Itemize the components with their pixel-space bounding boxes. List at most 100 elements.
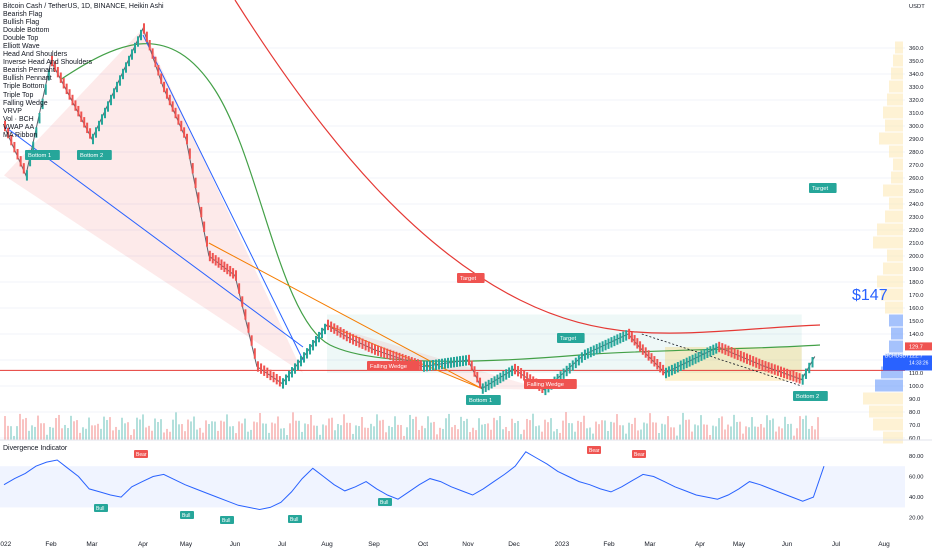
volume-bar: [97, 423, 99, 440]
volume-bar: [316, 425, 318, 440]
volume-bar: [448, 413, 450, 440]
volume-bar: [472, 427, 474, 440]
indicator-item[interactable]: Bearish Pennant: [3, 67, 55, 75]
volume-bar: [373, 426, 375, 440]
volume-bar: [394, 416, 396, 440]
volume-bar: [148, 425, 150, 440]
indicator-item[interactable]: VRVP: [3, 107, 22, 115]
volume-profile-bar: [891, 327, 903, 340]
indicator-item[interactable]: VWAP AA: [3, 123, 35, 131]
volume-bar: [463, 421, 465, 440]
candle: [435, 359, 437, 370]
candle: [151, 48, 154, 59]
indicator-item[interactable]: Triple Top: [3, 91, 34, 99]
candle: [177, 114, 180, 125]
indicator-item[interactable]: Bullish Flag: [3, 19, 40, 27]
volume-bar: [745, 426, 747, 440]
indicator-item[interactable]: Bullish Pennant: [3, 75, 52, 83]
candle: [619, 332, 622, 344]
candle: [25, 170, 28, 181]
candle: [745, 353, 748, 364]
volume-bar: [439, 427, 441, 440]
volume-bar: [307, 424, 309, 440]
volume-bar: [703, 424, 705, 440]
candle: [374, 344, 376, 355]
volume-bar: [355, 425, 357, 440]
x-tick-label: Apr: [695, 541, 706, 548]
trendline: [641, 333, 802, 387]
indicator-item[interactable]: MA Ribbon: [3, 131, 38, 139]
candle: [580, 352, 583, 363]
candle: [380, 346, 383, 357]
indicator-item[interactable]: Double Bottom: [3, 27, 50, 35]
candle: [300, 355, 302, 367]
candle: [419, 360, 422, 371]
indicator-item[interactable]: Inverse Head And Shoulders: [3, 59, 93, 67]
volume-bar: [796, 428, 798, 440]
candle: [157, 65, 160, 76]
volume-bar: [337, 423, 339, 440]
candle: [625, 330, 628, 341]
indicator-item[interactable]: Triple Bottom: [3, 83, 45, 91]
volume-bar: [787, 424, 789, 440]
candle: [206, 236, 209, 247]
volume-bar: [220, 420, 222, 440]
candle: [468, 354, 470, 366]
price-tick-label: 200.0: [909, 254, 924, 260]
candle: [4, 120, 6, 132]
volume-bar: [70, 415, 72, 440]
price-tick-label: 330.0: [909, 85, 924, 91]
candle: [89, 128, 92, 139]
volume-profile-bar: [895, 41, 903, 54]
indicator-item[interactable]: Vol · BCH: [3, 115, 34, 123]
price-axis: [905, 0, 932, 445]
candle: [647, 350, 650, 361]
candle: [165, 88, 168, 99]
price-tick-label: 230.0: [909, 215, 924, 221]
annotation-badge: [793, 391, 828, 401]
volume-bar: [214, 421, 216, 440]
volume-bar: [31, 425, 33, 440]
candle: [16, 149, 19, 160]
candle: [119, 75, 121, 86]
candle: [41, 98, 44, 110]
price-tick-label: 90.0: [909, 397, 920, 403]
candle: [432, 360, 434, 371]
volume-bar: [610, 421, 612, 440]
candle: [168, 94, 171, 106]
candle: [709, 346, 712, 357]
volume-profile-bar: [875, 379, 903, 392]
volume-bar: [217, 430, 219, 440]
volume-profile-bar: [885, 301, 903, 314]
volume-bar: [124, 423, 126, 440]
candle: [263, 365, 266, 376]
x-tick-label: Jul: [278, 541, 287, 548]
indicator-item[interactable]: Falling Wedge: [3, 99, 48, 107]
annotation-badge: [809, 183, 837, 193]
candle: [104, 107, 106, 119]
indicator-item[interactable]: Head And Shoulders: [3, 51, 68, 59]
candle: [250, 335, 253, 346]
divergence-badge: [587, 446, 601, 454]
candle: [143, 23, 145, 34]
candle: [83, 117, 86, 128]
candle: [297, 359, 299, 371]
candle: [342, 328, 345, 340]
candle: [511, 365, 514, 377]
price-tag-symbol: BCHUSDT: [885, 353, 909, 359]
price-tick-label: 310.0: [909, 111, 924, 117]
candle: [125, 62, 127, 73]
candle: [333, 323, 336, 334]
candle: [392, 350, 395, 362]
indicator-item[interactable]: Double Top: [3, 35, 39, 43]
volume-bar: [283, 428, 285, 440]
candle: [98, 120, 100, 132]
candle: [294, 363, 296, 374]
candle: [398, 352, 401, 364]
trendline: [3, 125, 304, 348]
indicator-item[interactable]: Bearish Flag: [3, 11, 43, 19]
indicator-item[interactable]: Elliott Wave: [3, 43, 40, 51]
candle: [324, 323, 326, 335]
candle: [110, 94, 112, 106]
